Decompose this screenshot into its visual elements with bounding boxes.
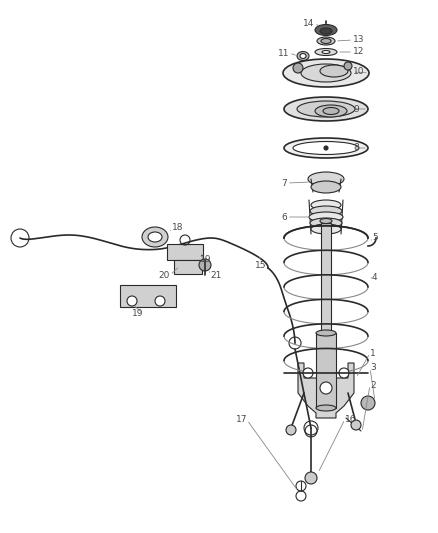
Text: 18: 18 [172,223,184,232]
Ellipse shape [320,28,332,34]
Ellipse shape [284,138,368,158]
Text: 13: 13 [353,36,364,44]
Bar [167,244,203,260]
Bar [120,285,176,307]
Ellipse shape [310,218,342,228]
Circle shape [339,368,349,378]
Ellipse shape [148,232,162,242]
Ellipse shape [316,405,336,411]
Text: 7: 7 [281,179,287,188]
Text: 19: 19 [131,309,143,318]
Bar [174,260,202,274]
Circle shape [324,146,328,150]
Circle shape [286,425,296,435]
Ellipse shape [297,101,355,117]
Circle shape [155,296,165,306]
Ellipse shape [284,97,368,121]
Ellipse shape [321,38,331,44]
Text: 6: 6 [281,213,287,222]
Text: 10: 10 [353,68,364,77]
Text: 9: 9 [353,104,359,114]
Ellipse shape [322,51,330,53]
Circle shape [199,259,211,271]
Text: 5: 5 [372,232,378,241]
Circle shape [320,382,332,394]
Text: 11: 11 [278,49,289,58]
Ellipse shape [311,224,341,234]
Ellipse shape [317,37,335,45]
Ellipse shape [320,65,348,77]
Text: 16: 16 [345,415,357,424]
Ellipse shape [301,64,351,82]
Bar [321,223,331,333]
Ellipse shape [310,206,342,216]
Circle shape [293,63,303,73]
Ellipse shape [283,59,369,87]
Text: 14: 14 [303,20,314,28]
Text: 2: 2 [370,381,376,390]
Text: 19: 19 [200,254,212,263]
Ellipse shape [323,108,339,115]
Ellipse shape [315,105,347,117]
Ellipse shape [320,219,332,223]
Ellipse shape [293,141,359,155]
Circle shape [361,396,375,410]
Ellipse shape [297,52,309,61]
Circle shape [303,368,313,378]
Ellipse shape [142,227,168,247]
Polygon shape [298,363,354,418]
Text: 8: 8 [353,143,359,152]
Text: 15: 15 [255,262,266,271]
Ellipse shape [311,181,341,193]
Ellipse shape [316,330,336,336]
Text: 4: 4 [372,273,378,282]
Text: 1: 1 [370,349,376,358]
Ellipse shape [311,200,341,210]
Circle shape [127,296,137,306]
Text: 20: 20 [159,271,170,279]
Ellipse shape [315,49,337,55]
Text: 21: 21 [210,271,221,279]
Ellipse shape [309,212,343,222]
Circle shape [351,420,361,430]
Ellipse shape [315,25,337,36]
Circle shape [305,472,317,484]
Ellipse shape [308,172,344,186]
Bar [316,333,336,408]
Text: 3: 3 [370,364,376,373]
Text: 12: 12 [353,47,364,56]
Text: 17: 17 [236,416,247,424]
Ellipse shape [300,53,306,59]
Circle shape [344,62,352,70]
